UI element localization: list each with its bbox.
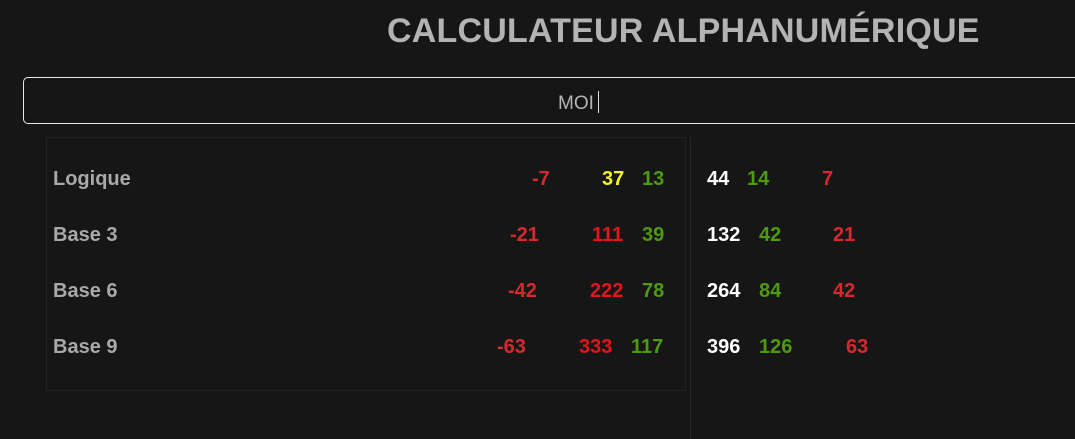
text-input[interactable]: MOI — [23, 77, 1075, 124]
left-value: 78 — [642, 280, 665, 302]
row-label: Base 9 — [53, 336, 118, 358]
right-value: 264 — [707, 280, 741, 302]
text-caret — [597, 91, 599, 113]
left-value: 13 — [642, 168, 665, 190]
right-value: 132 — [707, 224, 741, 246]
left-value: 111 — [592, 224, 624, 246]
left-value: -63 — [497, 336, 526, 358]
right-value: 396 — [707, 336, 741, 358]
right-value: 7 — [822, 168, 834, 190]
panel-divider — [690, 137, 691, 439]
results-panel-left — [46, 137, 686, 391]
right-value: 42 — [833, 280, 856, 302]
right-value: 44 — [707, 168, 730, 190]
input-value: MOI — [558, 93, 594, 114]
right-value: 63 — [846, 336, 869, 358]
right-value: 42 — [759, 224, 782, 246]
left-value: -21 — [510, 224, 539, 246]
right-value: 84 — [759, 280, 782, 302]
left-value: 222 — [590, 280, 624, 302]
right-value: 14 — [747, 168, 770, 190]
left-value: 39 — [642, 224, 665, 246]
row-label: Base 3 — [53, 224, 118, 246]
right-value: 126 — [759, 336, 793, 358]
left-value: 333 — [579, 336, 613, 358]
left-value: 117 — [631, 336, 664, 358]
left-value: 37 — [602, 168, 625, 190]
row-label: Base 6 — [53, 280, 118, 302]
left-value: -42 — [508, 280, 537, 302]
left-value: -7 — [532, 168, 550, 190]
page-title: CALCULATEUR ALPHANUMÉRIQUE — [387, 12, 980, 50]
right-value: 21 — [833, 224, 856, 246]
row-label: Logique — [53, 168, 131, 190]
